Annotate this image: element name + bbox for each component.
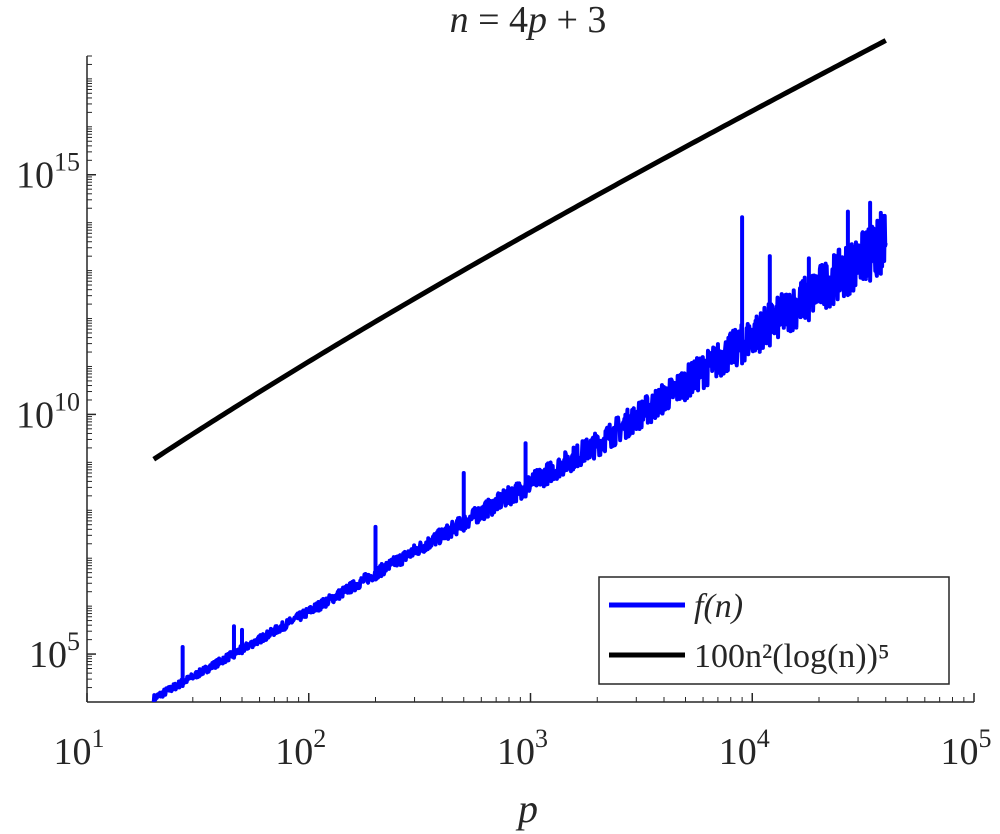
x-tick-label: 105 [941, 724, 992, 773]
y-tick-label: 1010 [16, 387, 80, 436]
y-tick-label: 105 [29, 627, 80, 676]
legend-box [598, 576, 950, 685]
x-tick-label: 103 [497, 724, 548, 773]
x-tick-label: 101 [54, 724, 105, 773]
chart-title: n = 4p + 3 [450, 0, 607, 41]
legend: f(n) 100n²(log(n))⁵ [598, 576, 950, 685]
line-bound [152, 38, 887, 462]
line-f-n [151, 200, 888, 702]
x-ticks: 101 102 103 104 105 [54, 693, 992, 773]
x-tick-label: 102 [275, 724, 326, 773]
axes: 101 102 103 104 105 105 1010 1015 [16, 55, 992, 773]
series-bound [152, 38, 887, 462]
x-tick-label: 104 [719, 724, 770, 773]
x-axis-label: p [515, 786, 538, 831]
legend-label-f-n: f(n) [694, 588, 743, 625]
series-f-n [151, 200, 888, 702]
y-tick-label: 1015 [16, 148, 80, 197]
legend-label-bound: 100n²(log(n))⁵ [694, 638, 890, 675]
y-ticks: 105 1010 1015 [16, 55, 96, 703]
